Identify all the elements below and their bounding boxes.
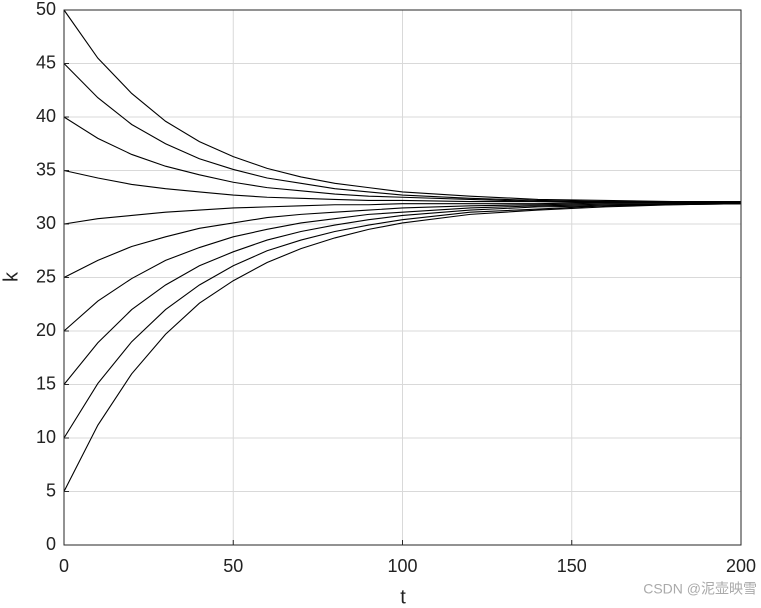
y-tick-label: 50	[36, 0, 56, 19]
x-tick-label: 200	[726, 556, 756, 576]
y-tick-label: 45	[36, 52, 56, 72]
y-tick-label: 30	[36, 213, 56, 233]
series-line	[63, 203, 742, 439]
x-tick-label: 0	[59, 556, 69, 576]
y-tick-label: 40	[36, 106, 56, 126]
x-tick-label: 150	[557, 556, 587, 576]
series-line	[63, 203, 741, 385]
y-tick-label: 10	[36, 427, 56, 447]
series-line	[63, 202, 741, 225]
y-tick-label: 20	[36, 320, 56, 340]
watermark: CSDN @泥壶映雪	[643, 581, 757, 597]
y-tick-label: 5	[46, 480, 56, 500]
y-tick-label: 35	[36, 159, 56, 179]
x-axis-label: t	[400, 586, 406, 608]
series-line	[63, 9, 741, 203]
x-tick-label: 50	[223, 556, 243, 576]
y-tick-label: 0	[46, 534, 56, 554]
series-line	[63, 202, 742, 278]
series-line	[63, 203, 742, 492]
series-line	[63, 169, 741, 204]
y-tick-label: 25	[36, 266, 56, 286]
lines	[63, 9, 742, 492]
y-tick-label: 15	[36, 373, 56, 393]
x-tick-label: 100	[387, 556, 417, 576]
series-line	[63, 203, 741, 332]
y-axis-label: k	[0, 271, 22, 282]
